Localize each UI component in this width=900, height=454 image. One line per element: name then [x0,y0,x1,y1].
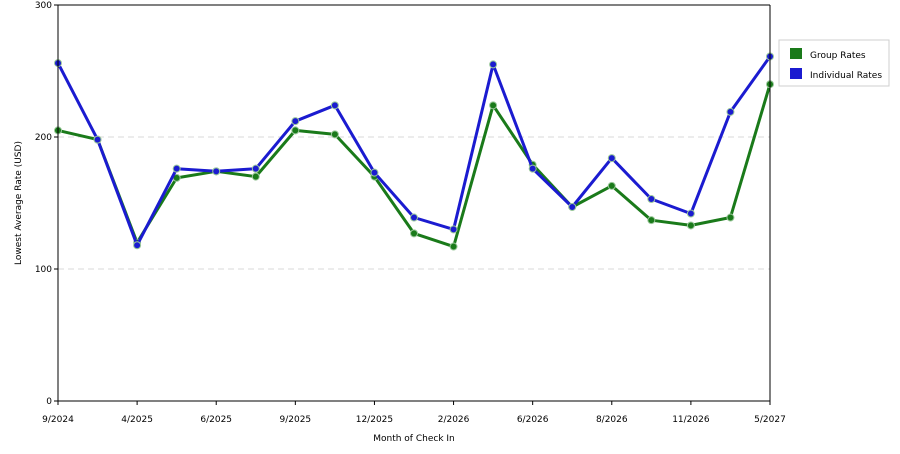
data-point-individual-rates [93,135,102,144]
x-tick-label: 11/2026 [672,415,710,425]
data-point-individual-rates [726,107,735,116]
series-line-group-rates [57,83,772,249]
x-tick-label: 5/2027 [754,415,786,425]
ticks: 0 100 200 300 9/2024 4/2025 6/2025 9/2025 12/202… [35,1,786,425]
y-axis-title: Lowest Average Rate (USD) [14,141,24,265]
series-lines [54,52,774,251]
x-tick-label: 9/2025 [279,415,311,425]
data-point-individual-rates [568,202,577,211]
legend-swatch-group-rates [790,48,802,59]
y-tick-label: 300 [35,1,52,11]
data-point-group-rates [330,130,339,139]
legend: Group Rates Individual Rates [778,39,890,87]
legend-swatch-individual-rates [790,68,802,79]
data-point-individual-rates [449,225,458,234]
data-point-group-rates [251,172,260,181]
legend-label-group-rates: Group Rates [810,51,866,61]
data-point-group-rates [449,242,458,251]
data-point-individual-rates [133,241,142,250]
data-point-group-rates [291,126,300,135]
data-point-individual-rates [647,195,656,204]
data-point-group-rates [686,221,695,230]
y-tick-label: 0 [46,397,52,407]
x-tick-label: 2/2026 [438,415,470,425]
data-point-individual-rates [291,117,300,126]
x-axis-title: Month of Check In [373,434,455,444]
data-point-group-rates [489,101,498,110]
data-point-individual-rates [370,168,379,177]
data-point-individual-rates [212,167,221,176]
data-point-individual-rates [528,164,537,173]
data-point-individual-rates [410,213,418,222]
axes [57,4,771,402]
y-tick-label: 200 [35,133,52,143]
data-point-individual-rates [172,164,181,173]
data-point-group-rates [647,216,656,225]
data-point-individual-rates [607,154,616,163]
x-tick-label: 6/2025 [200,415,232,425]
x-tick-label: 8/2026 [596,415,628,425]
data-point-individual-rates [330,101,339,110]
x-tick-label: 6/2026 [517,415,549,425]
data-point-individual-rates [489,60,498,69]
data-point-individual-rates [686,209,695,218]
data-point-individual-rates [251,164,260,173]
data-point-group-rates [410,229,418,238]
gridlines [58,136,770,270]
x-tick-label: 12/2025 [356,415,393,425]
y-tick-label: 100 [35,265,52,275]
x-tick-label: 4/2025 [121,415,153,425]
data-point-group-rates [607,181,616,190]
data-point-group-rates [726,213,735,222]
legend-label-individual-rates: Individual Rates [810,71,882,81]
x-tick-label: 9/2024 [42,415,74,425]
